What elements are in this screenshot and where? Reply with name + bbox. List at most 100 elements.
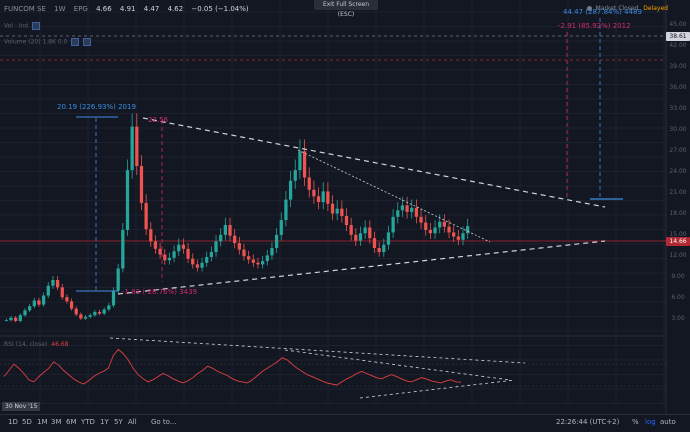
candle-body [55, 279, 60, 288]
auto-toggle[interactable]: auto [660, 418, 676, 426]
low-pink-label[interactable]: -1.83 (-28.76%) 3439 [122, 288, 198, 296]
rsi-trendline-lower [359, 379, 516, 399]
exit-fullscreen-button[interactable]: Exit Full Screen (ESC) [314, 0, 378, 18]
candle-body [139, 166, 144, 203]
timeframe-all[interactable]: All [128, 418, 137, 426]
candle-body [107, 305, 111, 310]
candle-body [79, 314, 83, 319]
candle-body [428, 229, 433, 234]
candle-body [135, 126, 139, 166]
price-axis-label: 45.00 [669, 21, 687, 28]
indicator-eye-icon[interactable] [71, 38, 80, 46]
timeframe-5y[interactable]: 5Y [114, 418, 123, 426]
rsi-label: RSI (14, close) [4, 341, 48, 348]
change-value: −0.05 (−1.04%) [191, 5, 249, 13]
indicator-settings-icon[interactable] [32, 22, 41, 30]
timeframe-ytd[interactable]: YTD [81, 418, 95, 426]
candle-body [65, 297, 69, 302]
candle-body [51, 279, 55, 286]
candle-body [125, 170, 130, 230]
price-axis-label: 6.00 [671, 294, 685, 301]
candle-body [438, 221, 442, 228]
close-value: 4.62 [167, 5, 184, 13]
candle-body [251, 259, 255, 263]
candle-body [382, 244, 386, 253]
candle-body [279, 220, 283, 235]
candle-body [205, 257, 209, 263]
trendline-lower [117, 240, 606, 295]
price-axis-label: 24.00 [669, 168, 687, 175]
indicator-row-1[interactable]: Vol · Ind [4, 22, 41, 30]
timeframe-1y[interactable]: 1Y [100, 418, 109, 426]
goto-button[interactable]: Go to... [151, 418, 177, 426]
candle-body [4, 320, 8, 321]
trendline-inner [297, 149, 491, 243]
timeframe-5d[interactable]: 5D [22, 418, 32, 426]
log-toggle[interactable]: log [645, 418, 656, 426]
candle-body [340, 208, 344, 217]
timeframe-1d[interactable]: 1D [8, 418, 18, 426]
candle-body [88, 315, 92, 317]
candle-body [372, 238, 377, 248]
candle-body [410, 207, 414, 212]
candle-body [260, 261, 265, 265]
candle-body [69, 301, 74, 309]
timeframe-1m[interactable]: 1M [37, 418, 48, 426]
candle-body [46, 285, 50, 296]
right-measure-pink-label[interactable]: -2.91 (85.92%) 2012 [558, 22, 631, 30]
timeframe-3m[interactable]: 3M [51, 418, 62, 426]
rsi-trendline-upper [109, 337, 526, 364]
candle-body [209, 252, 214, 258]
indicator-row-2-label: Volume (20) 1.8K 0.0 [4, 38, 68, 46]
symbol-name[interactable]: FUNCOM SE [4, 5, 46, 13]
candle-body [18, 315, 22, 321]
candle-body [37, 300, 41, 305]
candle-body [111, 290, 116, 306]
candle-body [172, 251, 176, 258]
candle-body [242, 249, 246, 257]
candle-body [214, 241, 218, 253]
candle-body [461, 233, 465, 240]
clock-label[interactable]: 22:26:44 (UTC+2) [556, 418, 620, 426]
candle-body [302, 151, 307, 178]
price-axis-label: 33.00 [669, 105, 687, 112]
candle-body [153, 241, 158, 249]
status-dot-icon [586, 6, 592, 11]
rsi-legend[interactable]: RSI (14, close) 46.68 [4, 341, 68, 348]
peak-pink-label[interactable]: 22.56 [148, 116, 169, 124]
exchange-label: EPG [73, 5, 88, 13]
candle-body [270, 248, 274, 256]
rsi-trendline-mid [284, 349, 511, 381]
price-axis-label: 36.00 [669, 84, 687, 91]
delayed-label: Delayed [643, 5, 668, 12]
candle-body [144, 202, 148, 230]
candle-body [27, 306, 32, 311]
candle-body [237, 243, 241, 250]
candle-body [256, 262, 260, 265]
candle-body [293, 170, 297, 181]
candle-body [265, 255, 269, 262]
price-axis-label: 42.00 [669, 42, 687, 49]
percent-toggle[interactable]: % [632, 418, 639, 426]
price-axis-label: 27.00 [669, 147, 687, 154]
indicator-row-2[interactable]: Volume (20) 1.8K 0.0 [4, 38, 92, 46]
right-measure-label[interactable]: 44.47 (287.84%) 4489 [563, 8, 642, 16]
left-measure-label[interactable]: 20.19 (226.93%) 2019 [57, 103, 136, 111]
candle-body [456, 236, 460, 240]
candle-body [200, 262, 204, 268]
candle-body [83, 316, 88, 319]
rsi-line [3, 348, 462, 386]
candle-body [14, 317, 18, 321]
bottom-toolbar: 1D 5D 1M 3M 6M YTD 1Y 5Y All Go to... 22… [0, 414, 690, 432]
price-axis-label: 3.00 [671, 315, 685, 322]
candle-body [442, 221, 447, 227]
candle-body [335, 208, 339, 214]
candle-body [391, 216, 395, 233]
candle-body [60, 287, 64, 298]
indicator-gear-icon[interactable] [83, 38, 92, 46]
open-value: 4.66 [96, 5, 112, 13]
timeframe-6m[interactable]: 6M [66, 418, 77, 426]
candle-body [195, 264, 200, 268]
candle-body [354, 234, 358, 241]
